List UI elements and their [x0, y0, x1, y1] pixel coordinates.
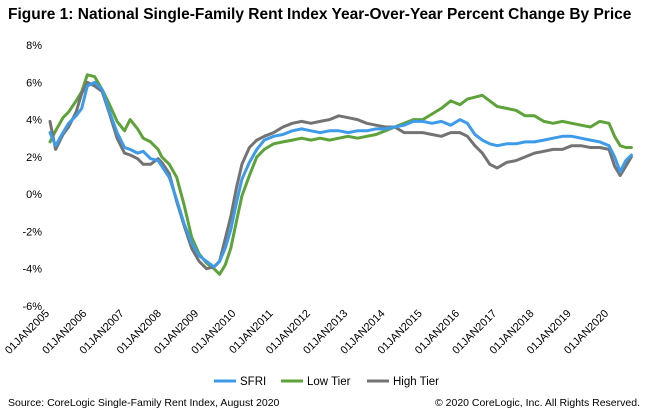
y-tick-label: -2% [22, 226, 42, 238]
series-line-low-tier [48, 73, 633, 276]
source-note: Source: CoreLogic Single-Family Rent Ind… [8, 397, 280, 409]
legend-label-low-tier: Low Tier [307, 376, 351, 388]
legend-label-sfri: SFRI [240, 376, 266, 388]
y-tick-label: 6% [26, 77, 42, 89]
y-tick-label: 8% [26, 40, 42, 52]
chart-title: Figure 1: National Single-Family Rent In… [8, 6, 632, 23]
y-tick-label: -4% [22, 264, 42, 276]
legend-label-high-tier: High Tier [393, 376, 439, 388]
y-tick-label: -6% [22, 301, 42, 313]
y-tick-label: 4% [26, 115, 42, 127]
copyright-note: © 2020 CoreLogic, Inc. All Rights Reserv… [434, 397, 640, 409]
y-tick-label: 2% [26, 152, 42, 164]
series-line-high-tier [48, 80, 633, 271]
y-tick-label: 0% [26, 189, 42, 201]
series-line-sfri [48, 80, 633, 269]
